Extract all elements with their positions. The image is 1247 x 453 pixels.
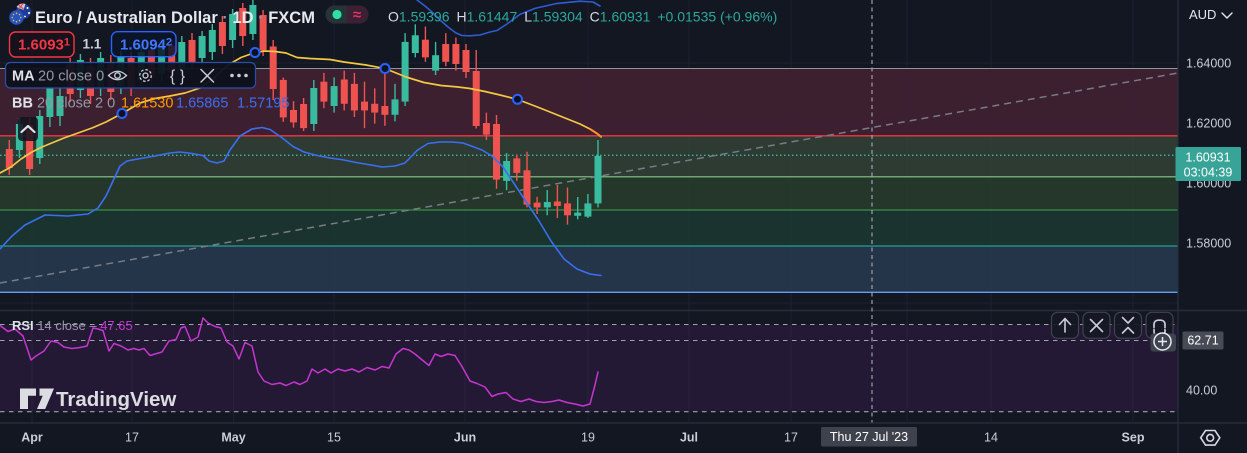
svg-text:1.60942: 1.60942 — [120, 37, 172, 54]
svg-text:Jun: Jun — [454, 431, 476, 445]
svg-text:1.64000: 1.64000 — [1186, 57, 1231, 71]
svg-text:14: 14 — [984, 431, 998, 445]
svg-text:1.57195: 1.57195 — [237, 96, 289, 112]
svg-text:17: 17 — [125, 431, 139, 445]
svg-text:17: 17 — [784, 431, 798, 445]
svg-text:BB 20 close 2 0: BB 20 close 2 0 — [12, 96, 115, 112]
svg-text:15: 15 — [327, 431, 341, 445]
svg-text:1.58000: 1.58000 — [1186, 237, 1231, 251]
svg-text:MA 20 close 0: MA 20 close 0 — [12, 69, 104, 85]
svg-text:May: May — [221, 431, 245, 445]
svg-text:19: 19 — [581, 431, 595, 445]
svg-text:Euro / Australian Dollar · 1D: Euro / Australian Dollar · 1D · FXCM — [35, 9, 315, 27]
svg-text:TradingView: TradingView — [56, 388, 176, 411]
svg-text:1.60931: 1.60931 — [1185, 151, 1230, 165]
svg-text:1.65865: 1.65865 — [176, 96, 228, 112]
svg-text:03:04:39: 03:04:39 — [1184, 166, 1233, 180]
svg-text:AUD: AUD — [1189, 7, 1216, 22]
svg-text:62.71: 62.71 — [1187, 334, 1218, 348]
svg-text:{ }: { } — [170, 68, 186, 85]
svg-text:RSI 14 close – 47.65: RSI 14 close – 47.65 — [12, 318, 133, 333]
svg-text:1.1: 1.1 — [83, 37, 102, 52]
svg-text:Thu 27 Jul '23: Thu 27 Jul '23 — [830, 430, 908, 444]
svg-text:≈: ≈ — [353, 7, 361, 24]
svg-text:Sep: Sep — [1122, 431, 1145, 445]
svg-text:Jul: Jul — [680, 431, 698, 445]
svg-text:1.62000: 1.62000 — [1186, 117, 1231, 131]
svg-text:Apr: Apr — [21, 431, 43, 445]
svg-text:1.60931: 1.60931 — [18, 37, 70, 54]
svg-text:40.00: 40.00 — [1186, 384, 1217, 398]
svg-text:1.61530: 1.61530 — [121, 96, 173, 112]
